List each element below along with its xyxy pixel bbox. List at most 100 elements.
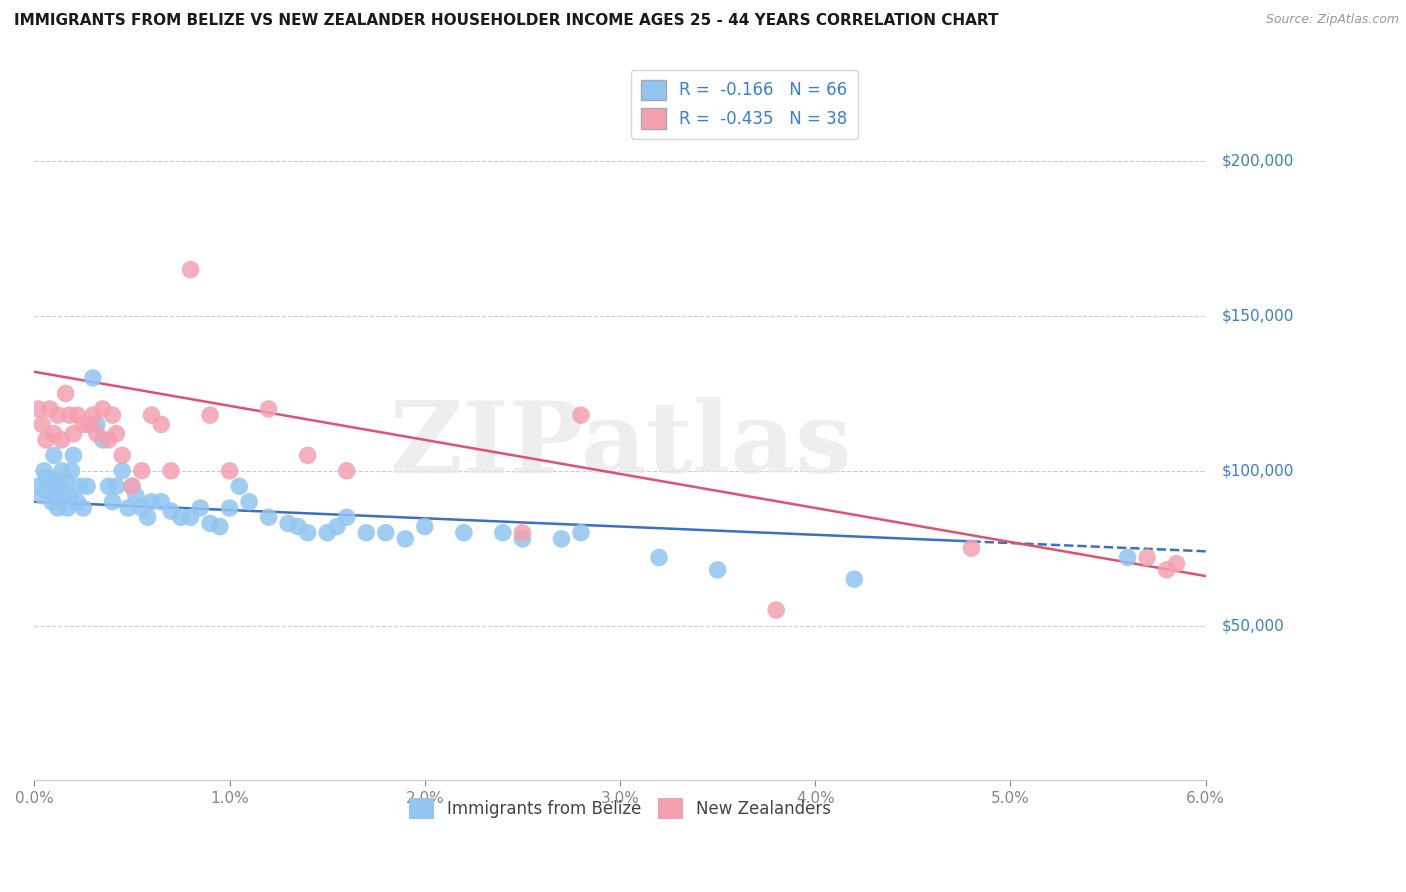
- Point: [27, 479, 49, 493]
- Point: [56, 500, 79, 515]
- Point: [1156, 563, 1178, 577]
- Point: [39, 401, 62, 416]
- Point: [42, 473, 65, 487]
- Point: [1136, 550, 1159, 565]
- Point: [52, 485, 75, 500]
- Point: [1116, 550, 1139, 565]
- Point: [97, 433, 120, 447]
- Point: [46, 500, 69, 515]
- Point: [131, 464, 153, 478]
- Text: Source: ZipAtlas.com: Source: ZipAtlas.com: [1265, 13, 1399, 27]
- Legend: Immigrants from Belize, New Zealanders: Immigrants from Belize, New Zealanders: [402, 792, 838, 825]
- Text: $200,000: $200,000: [1222, 153, 1294, 169]
- Point: [72, 417, 94, 432]
- Point: [27, 401, 49, 416]
- Point: [76, 479, 98, 493]
- Point: [170, 510, 193, 524]
- Point: [141, 408, 163, 422]
- Point: [111, 464, 134, 478]
- Point: [218, 500, 240, 515]
- Point: [336, 464, 359, 478]
- Point: [218, 464, 240, 478]
- Point: [512, 525, 534, 540]
- Point: [39, 479, 62, 493]
- Point: [62, 448, 84, 462]
- Point: [569, 408, 592, 422]
- Point: [354, 525, 377, 540]
- Point: [844, 572, 866, 586]
- Point: [105, 479, 128, 493]
- Point: [55, 473, 77, 487]
- Point: [150, 495, 173, 509]
- Point: [117, 500, 139, 515]
- Point: [238, 495, 260, 509]
- Text: IMMIGRANTS FROM BELIZE VS NEW ZEALANDER HOUSEHOLDER INCOME AGES 25 - 44 YEARS CO: IMMIGRANTS FROM BELIZE VS NEW ZEALANDER …: [14, 13, 998, 29]
- Text: $150,000: $150,000: [1222, 309, 1294, 324]
- Point: [512, 532, 534, 546]
- Point: [77, 417, 100, 432]
- Point: [326, 519, 349, 533]
- Point: [91, 433, 114, 447]
- Text: ZIPatlas: ZIPatlas: [389, 397, 851, 494]
- Point: [46, 408, 69, 422]
- Point: [101, 408, 124, 422]
- Point: [67, 479, 90, 493]
- Point: [111, 448, 134, 462]
- Point: [453, 525, 475, 540]
- Point: [72, 500, 94, 515]
- Point: [160, 464, 183, 478]
- Point: [101, 495, 124, 509]
- Point: [31, 489, 53, 503]
- Point: [35, 433, 58, 447]
- Point: [198, 516, 221, 531]
- Point: [42, 448, 65, 462]
- Point: [257, 510, 280, 524]
- Point: [228, 479, 250, 493]
- Text: $50,000: $50,000: [1222, 618, 1284, 633]
- Point: [374, 525, 396, 540]
- Point: [45, 489, 67, 503]
- Point: [121, 479, 143, 493]
- Point: [648, 550, 671, 565]
- Point: [257, 401, 280, 416]
- Point: [960, 541, 983, 556]
- Point: [82, 371, 104, 385]
- Point: [82, 408, 104, 422]
- Point: [336, 510, 359, 524]
- Point: [765, 603, 787, 617]
- Point: [105, 426, 128, 441]
- Point: [31, 417, 53, 432]
- Point: [141, 495, 163, 509]
- Point: [35, 470, 58, 484]
- Point: [208, 519, 231, 533]
- Point: [32, 464, 55, 478]
- Point: [1166, 557, 1188, 571]
- Point: [48, 479, 70, 493]
- Point: [394, 532, 416, 546]
- Point: [86, 417, 108, 432]
- Point: [297, 525, 319, 540]
- Point: [150, 417, 173, 432]
- Point: [569, 525, 592, 540]
- Point: [160, 504, 183, 518]
- Point: [180, 510, 202, 524]
- Point: [58, 408, 80, 422]
- Point: [66, 495, 89, 509]
- Point: [550, 532, 572, 546]
- Point: [60, 464, 83, 478]
- Point: [188, 500, 211, 515]
- Point: [198, 408, 221, 422]
- Point: [131, 500, 153, 515]
- Point: [316, 525, 339, 540]
- Point: [492, 525, 515, 540]
- Point: [136, 510, 159, 524]
- Point: [413, 519, 436, 533]
- Point: [277, 516, 299, 531]
- Point: [42, 426, 65, 441]
- Point: [55, 386, 77, 401]
- Point: [58, 489, 80, 503]
- Point: [66, 408, 89, 422]
- Point: [51, 433, 73, 447]
- Point: [51, 464, 73, 478]
- Point: [297, 448, 319, 462]
